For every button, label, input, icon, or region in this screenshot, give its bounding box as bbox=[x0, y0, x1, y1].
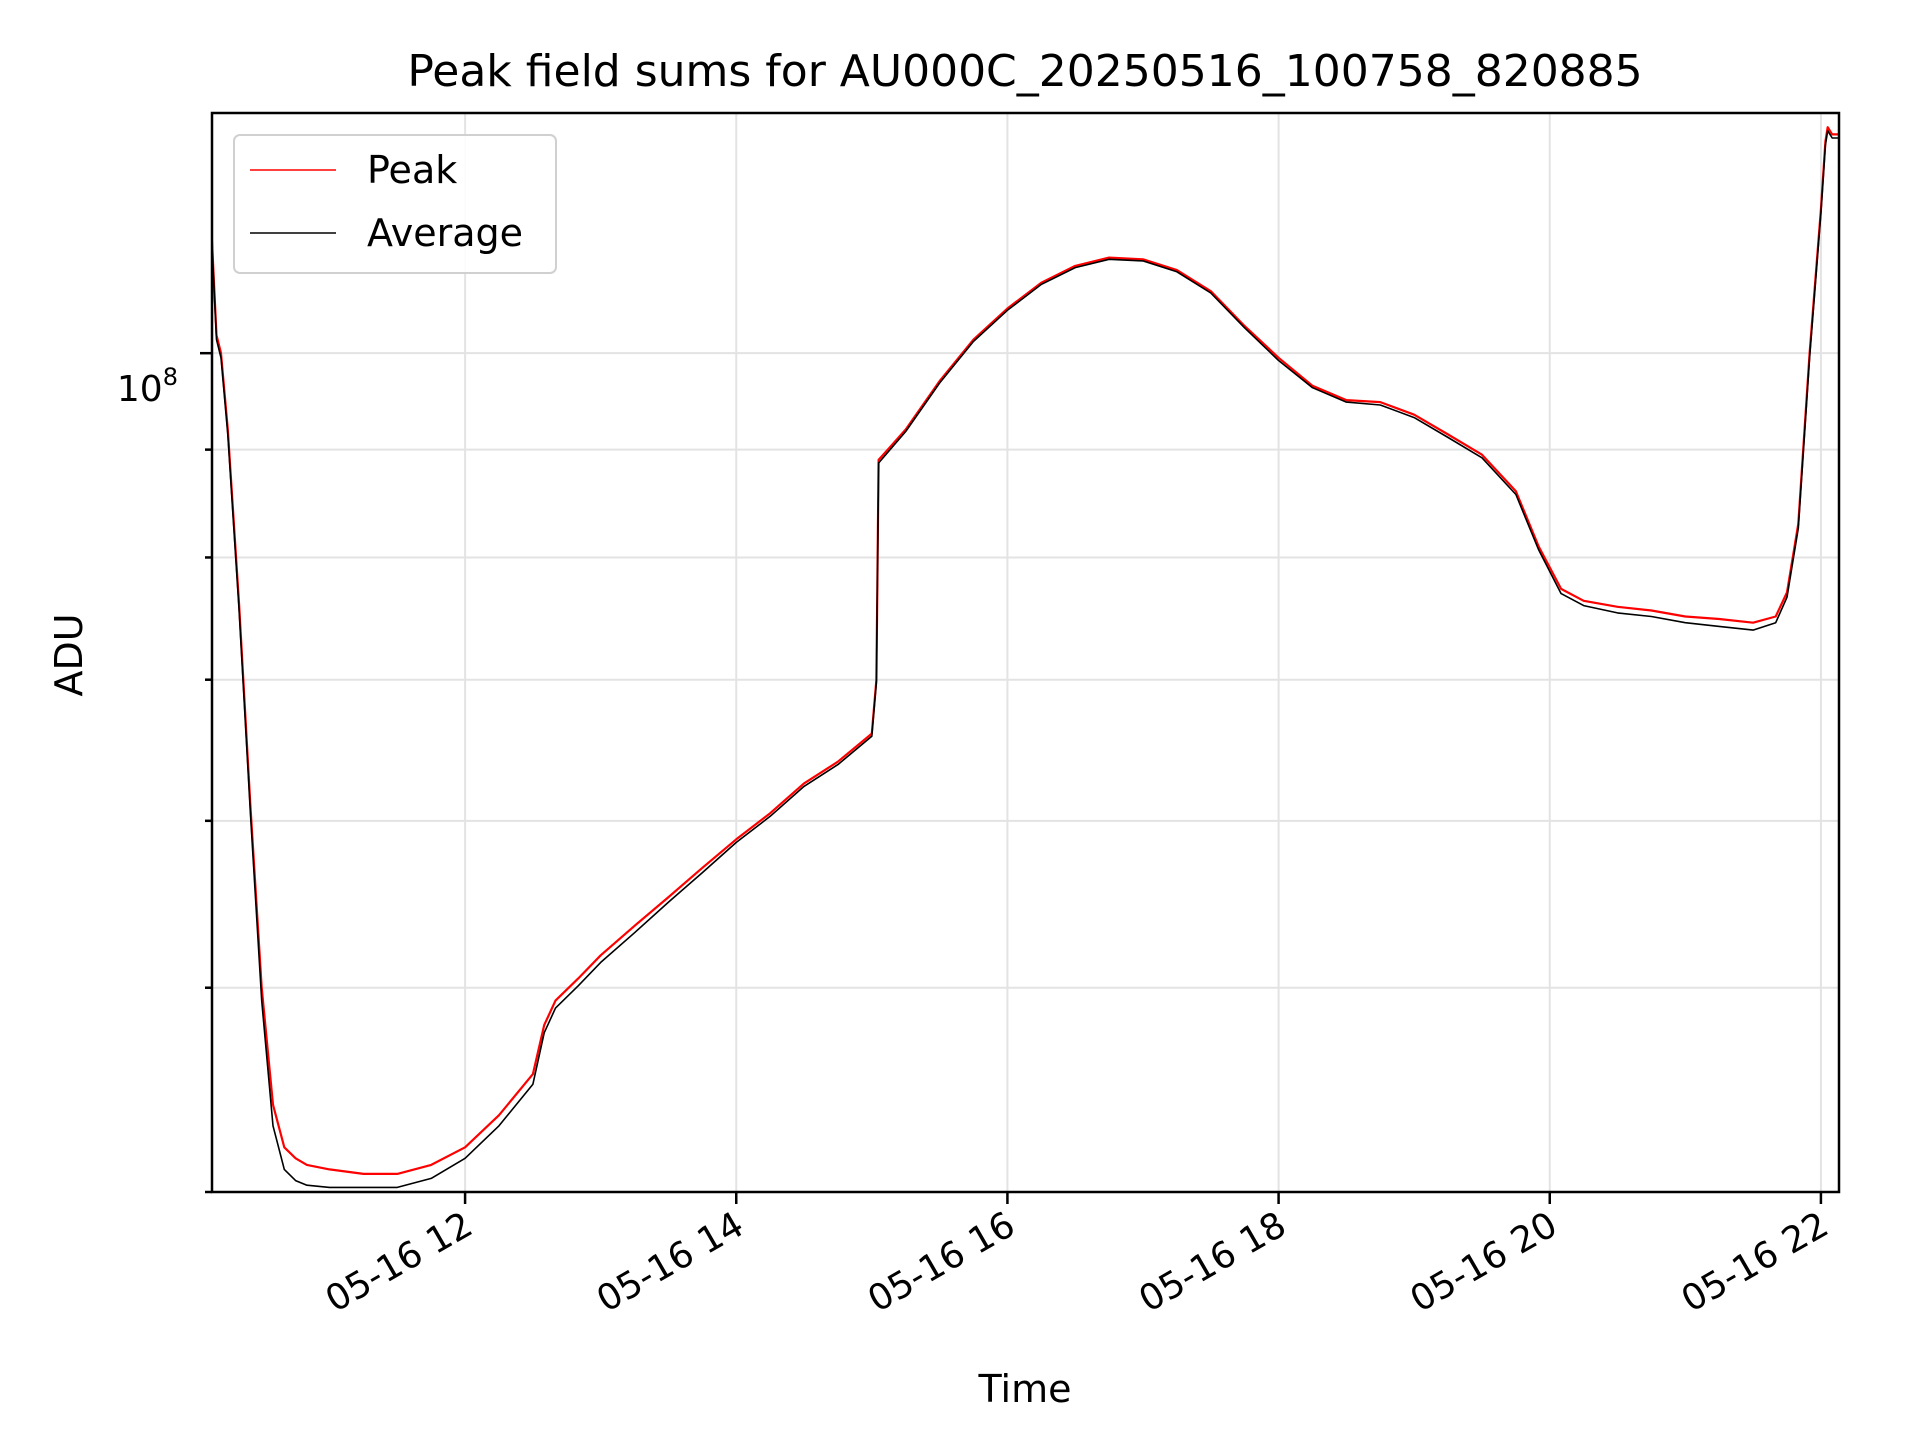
y-axis-label: ADU bbox=[47, 613, 91, 696]
plot-frame bbox=[210, 111, 1841, 1194]
chart-title: Peak field sums for AU000C_20250516_1007… bbox=[407, 46, 1642, 97]
series-layer bbox=[212, 126, 1839, 1189]
y-tick-label-exponent: 8 bbox=[163, 363, 178, 391]
legend-label-average: Average bbox=[367, 211, 523, 255]
series-line-peak bbox=[212, 126, 1839, 1175]
x-axis-label: Time bbox=[978, 1367, 1072, 1411]
y-tick-label-major: 108 bbox=[117, 363, 178, 410]
legend-label-peak: Peak bbox=[367, 148, 457, 192]
legend: Peak Average bbox=[233, 134, 557, 274]
series-line-average bbox=[212, 130, 1839, 1189]
y-tick-label-base: 10 bbox=[117, 369, 163, 410]
